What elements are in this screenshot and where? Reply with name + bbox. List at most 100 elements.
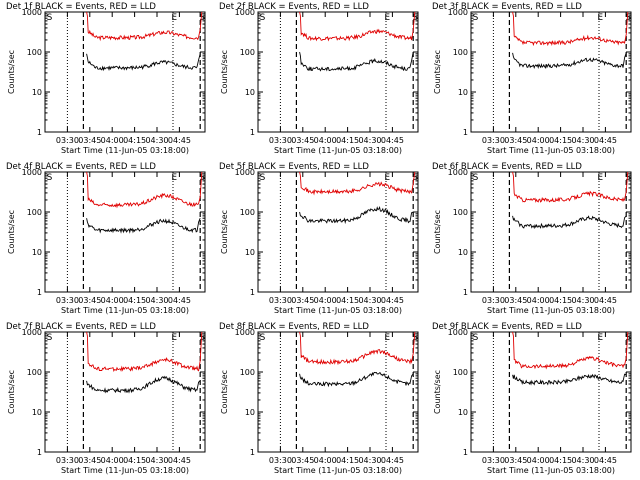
marker-s: S <box>47 173 53 183</box>
x-tick-label: 04:30 <box>571 136 594 145</box>
chart-panel-4: Det 4f BLACK = Events, RED = LLD 1 10 100 10… <box>6 162 206 315</box>
x-tick-label: 03:30 <box>269 456 292 465</box>
plot-frame <box>44 171 206 293</box>
x-tick-label: 04:45 <box>168 136 191 145</box>
series-lld <box>86 331 203 372</box>
series-events <box>512 215 627 230</box>
x-tick-label: 04:45 <box>594 296 617 305</box>
y-tick-label: 100 <box>240 48 255 57</box>
series-events <box>86 53 201 72</box>
y-tick-label: 100 <box>453 368 468 377</box>
x-tick-label: 03:45 <box>78 456 101 465</box>
plot-frame <box>470 11 632 133</box>
marker-s-end: S <box>199 173 205 183</box>
x-tick-label: 04:45 <box>594 456 617 465</box>
x-tick-label: 04:15 <box>123 456 146 465</box>
chart-title: Det 5f BLACK = Events, RED = LLD <box>219 162 369 172</box>
marker-e: E <box>597 173 603 183</box>
marker-s-end: S <box>625 13 631 23</box>
y-tick-label: 10 <box>458 408 468 417</box>
marker-e: E <box>384 173 390 183</box>
series-lld <box>299 331 416 366</box>
x-tick-label: 04:30 <box>571 296 594 305</box>
marker-e: E <box>384 13 390 23</box>
x-tick-label: 04:00 <box>101 296 124 305</box>
x-tick-label: 04:00 <box>314 296 337 305</box>
chart-panel-1: Det 1f BLACK = Events, RED = LLD 1 10 100 10… <box>6 2 206 155</box>
x-tick-label: 04:00 <box>101 136 124 145</box>
chart-title: Det 8f BLACK = Events, RED = LLD <box>219 322 369 332</box>
series-lld <box>299 11 416 42</box>
x-tick-label: 04:15 <box>336 456 359 465</box>
marker-s: S <box>473 333 479 343</box>
chart-panel-7: Det 7f BLACK = Events, RED = LLD 1 10 100 10… <box>6 322 206 475</box>
marker-s: S <box>260 173 266 183</box>
chart-panel-9: Det 9f BLACK = Events, RED = LLD 1 10 100 10… <box>432 322 632 475</box>
y-tick-label: 100 <box>240 368 255 377</box>
y-axis-label: Counts/sec <box>220 210 229 254</box>
marker-s: S <box>473 13 479 23</box>
x-tick-label: 03:45 <box>504 296 527 305</box>
y-tick-label: 100 <box>27 368 42 377</box>
y-tick-label: 1 <box>250 448 255 457</box>
x-tick-label: 04:15 <box>549 136 572 145</box>
x-tick-label: 04:15 <box>336 136 359 145</box>
marker-s-end: S <box>412 173 418 183</box>
x-tick-label: 04:00 <box>101 456 124 465</box>
plot-frame <box>257 171 419 293</box>
x-tick-label: 04:30 <box>145 136 168 145</box>
series-lld <box>512 171 629 203</box>
y-axis-label: Counts/sec <box>220 50 229 94</box>
marker-e: E <box>597 333 603 343</box>
series-lld <box>86 11 203 42</box>
y-tick-label: 1000 <box>448 168 468 177</box>
series-events <box>299 371 414 388</box>
plot-frame <box>44 331 206 453</box>
x-tick-label: 04:30 <box>358 136 381 145</box>
y-tick-label: 1000 <box>448 8 468 17</box>
marker-s-end: S <box>625 333 631 343</box>
y-axis-label: Counts/sec <box>220 370 229 414</box>
series-events <box>86 375 201 394</box>
y-tick-label: 1 <box>37 288 42 297</box>
series-events <box>512 373 627 386</box>
x-tick-label: 03:30 <box>56 296 79 305</box>
x-tick-label: 03:30 <box>482 456 505 465</box>
x-tick-label: 04:00 <box>314 456 337 465</box>
marker-e: E <box>171 333 177 343</box>
marker-s-end: S <box>199 13 205 23</box>
y-tick-label: 10 <box>245 248 255 257</box>
chart-panel-8: Det 8f BLACK = Events, RED = LLD 1 10 100 10… <box>219 322 419 475</box>
marker-s: S <box>47 333 53 343</box>
y-tick-label: 1000 <box>235 8 255 17</box>
plot-frame <box>44 11 206 133</box>
x-axis-label: Start Time (11-Jun-05 03:18:00) <box>61 146 189 155</box>
y-tick-label: 100 <box>27 48 42 57</box>
series-lld <box>86 171 203 209</box>
x-tick-label: 03:45 <box>291 456 314 465</box>
marker-e: E <box>597 13 603 23</box>
x-tick-label: 03:30 <box>269 296 292 305</box>
x-tick-label: 04:15 <box>549 456 572 465</box>
marker-s: S <box>473 173 479 183</box>
series-events <box>299 205 414 225</box>
chart-title: Det 9f BLACK = Events, RED = LLD <box>432 322 582 332</box>
x-tick-label: 04:15 <box>123 296 146 305</box>
x-tick-label: 03:30 <box>56 136 79 145</box>
marker-e: E <box>384 333 390 343</box>
x-axis-label: Start Time (11-Jun-05 03:18:00) <box>487 466 615 475</box>
x-tick-label: 04:30 <box>358 456 381 465</box>
y-tick-label: 10 <box>245 408 255 417</box>
marker-s: S <box>260 333 266 343</box>
y-tick-label: 1000 <box>22 328 42 337</box>
y-tick-label: 1 <box>250 128 255 137</box>
x-tick-label: 04:00 <box>314 136 337 145</box>
marker-s-end: S <box>412 333 418 343</box>
y-tick-label: 100 <box>453 208 468 217</box>
chart-panel-3: Det 3f BLACK = Events, RED = LLD 1 10 100 10… <box>432 2 632 155</box>
y-axis-label: Counts/sec <box>7 210 16 254</box>
y-tick-label: 1000 <box>235 168 255 177</box>
marker-s-end: S <box>625 173 631 183</box>
x-tick-label: 03:45 <box>291 296 314 305</box>
y-tick-label: 1 <box>250 288 255 297</box>
